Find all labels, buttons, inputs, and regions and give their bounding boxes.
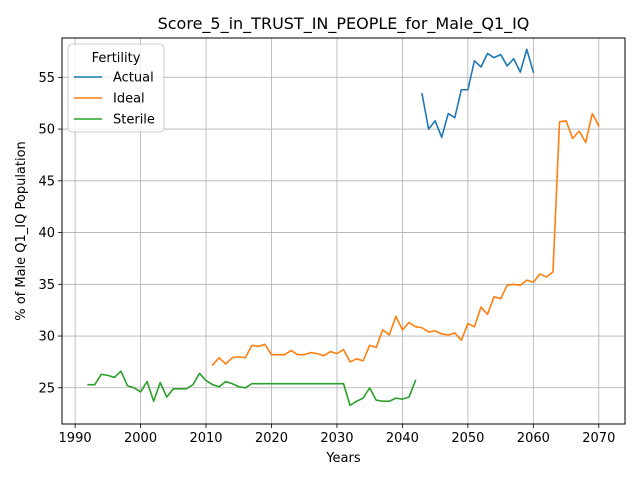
- legend-label-actual: Actual: [113, 71, 154, 86]
- series-line-ideal: [211, 112, 600, 367]
- plot-frame: [61, 37, 626, 425]
- x-tick-label: 2000: [124, 431, 157, 446]
- x-tick-label: 2040: [386, 431, 419, 446]
- y-tick-label: 30: [38, 330, 55, 345]
- chart-title: Score_5_in_TRUST_IN_PEOPLE_for_Male_Q1_I…: [158, 14, 530, 34]
- x-tick-label: 2010: [189, 431, 222, 446]
- y-tick-label: 45: [38, 174, 55, 189]
- x-tick-label: 2050: [451, 431, 484, 446]
- x-axis-ticks: 1990 2000 2010 2020 2030 2040 2050 2060 2070: [59, 424, 615, 446]
- legend: Fertility Actual Ideal Sterile: [67, 43, 165, 133]
- x-tick-label: 2060: [517, 431, 550, 446]
- legend-box: [67, 43, 165, 133]
- legend-label-ideal: Ideal: [113, 92, 145, 107]
- y-tick-label: 50: [38, 123, 55, 138]
- series-layer: [87, 48, 600, 407]
- series-line-sterile: [87, 370, 417, 407]
- legend-items: Actual Ideal Sterile: [74, 71, 155, 128]
- y-tick-label: 35: [38, 278, 55, 293]
- x-tick-label: 1990: [59, 431, 92, 446]
- y-tick-label: 40: [38, 226, 55, 241]
- x-axis-label: Years: [325, 451, 361, 466]
- series-line-actual: [421, 48, 535, 139]
- grid-lines: [62, 38, 625, 424]
- y-tick-label: 25: [38, 381, 55, 396]
- legend-title: Fertility: [92, 51, 141, 66]
- y-tick-label: 55: [38, 71, 55, 86]
- x-tick-label: 2020: [255, 431, 288, 446]
- legend-label-sterile: Sterile: [113, 113, 155, 128]
- x-tick-label: 2030: [320, 431, 353, 446]
- y-axis-ticks: 25 30 35 40 45 50 55: [38, 71, 62, 396]
- y-axis-label: % of Male Q1_IQ Population: [14, 141, 29, 321]
- x-tick-label: 2070: [582, 431, 615, 446]
